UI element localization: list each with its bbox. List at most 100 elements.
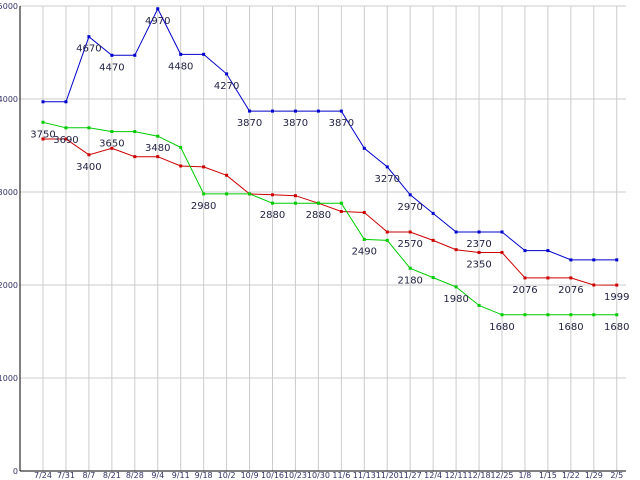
- data-label: 2350: [466, 259, 491, 270]
- data-label: 3690: [53, 135, 78, 146]
- x-tick-label: 8/7: [82, 471, 95, 480]
- data-point: [500, 250, 504, 254]
- x-tick-label: 7/31: [57, 471, 75, 480]
- data-point: [408, 230, 412, 234]
- data-point: [202, 52, 206, 56]
- x-tick-label: 10/9: [241, 471, 259, 480]
- data-label: 3400: [76, 162, 101, 173]
- data-point: [500, 230, 504, 234]
- data-point: [454, 285, 458, 289]
- data-label: 2490: [352, 246, 377, 257]
- data-point: [202, 192, 206, 196]
- x-tick-label: 10/2: [218, 471, 236, 480]
- data-point: [87, 126, 91, 130]
- data-point: [385, 230, 389, 234]
- series-1: 4670 4470 4970 4480 4270 3870 3870 3870 3270 2970…: [41, 7, 619, 262]
- x-tick-label: 1/15: [539, 471, 557, 480]
- data-point: [339, 201, 343, 205]
- data-label: 2970: [397, 202, 422, 213]
- data-label: 3650: [99, 139, 124, 150]
- data-label: 2180: [397, 275, 422, 286]
- data-label: 4670: [76, 44, 101, 55]
- data-point: [41, 120, 45, 124]
- data-point: [179, 164, 183, 168]
- data-label: 1680: [558, 322, 583, 333]
- data-point: [133, 130, 137, 134]
- y-tick-label: 0: [13, 467, 18, 476]
- y-tick-label: 3000: [0, 188, 18, 197]
- data-point: [523, 249, 527, 253]
- data-point: [293, 109, 297, 113]
- x-tick-label: 12/4: [424, 471, 442, 480]
- x-tick-label: 8/28: [126, 471, 144, 480]
- data-label: 1680: [489, 322, 514, 333]
- data-point: [569, 258, 573, 262]
- x-tick-label: 12/18: [468, 471, 491, 480]
- data-point: [87, 153, 91, 157]
- series-line: [43, 7, 617, 261]
- data-point: [156, 7, 160, 11]
- data-point: [477, 250, 481, 254]
- data-label: 4480: [168, 61, 193, 72]
- data-point: [569, 276, 573, 280]
- data-label: 1999: [604, 292, 629, 303]
- data-point: [592, 258, 596, 262]
- data-point: [431, 211, 435, 215]
- x-tick-label: 1/22: [562, 471, 580, 480]
- data-label: 2880: [306, 210, 331, 221]
- data-point: [592, 313, 596, 317]
- data-point: [225, 192, 229, 196]
- data-point: [408, 266, 412, 270]
- x-tick-label: 9/18: [195, 471, 213, 480]
- data-point: [293, 194, 297, 198]
- x-tick-label: 7/24: [34, 471, 52, 480]
- x-tick-label: 1/29: [585, 471, 603, 480]
- data-point: [385, 238, 389, 242]
- data-label: 3270: [375, 174, 400, 185]
- data-label: 2570: [397, 239, 422, 250]
- data-label: 4470: [99, 62, 124, 73]
- data-point: [110, 130, 114, 134]
- data-label: 4970: [145, 16, 170, 27]
- data-point: [523, 313, 527, 317]
- series-2: 3400 2570 2350 2076 2076 1999: [41, 137, 629, 303]
- data-point: [110, 146, 114, 150]
- data-point: [64, 100, 68, 104]
- data-label: 2880: [260, 210, 285, 221]
- data-label: 2370: [466, 239, 491, 250]
- data-point: [431, 238, 435, 242]
- x-tick-label: 8/21: [103, 471, 121, 480]
- data-point: [339, 109, 343, 113]
- data-point: [615, 283, 619, 287]
- data-point: [87, 35, 91, 39]
- data-label: 3870: [329, 118, 354, 129]
- data-point: [202, 165, 206, 169]
- data-point: [592, 283, 596, 287]
- series-line: [42, 121, 617, 316]
- data-label: 1680: [604, 322, 629, 333]
- x-tick-label: 9/4: [151, 471, 164, 480]
- y-tick-label: 5000: [0, 2, 18, 11]
- data-point: [523, 276, 527, 280]
- data-point: [271, 201, 274, 205]
- data-point: [454, 248, 458, 252]
- x-tick-label: 11/27: [399, 471, 422, 480]
- data-label: 3870: [283, 118, 308, 129]
- y-tick-label: 2000: [0, 281, 18, 290]
- data-point: [385, 165, 389, 169]
- data-point: [316, 201, 320, 205]
- x-tick-label: 11/6: [332, 471, 350, 480]
- data-point: [546, 276, 550, 280]
- data-point: [454, 230, 458, 234]
- x-tick-label: 12/25: [490, 471, 513, 480]
- data-point: [477, 230, 481, 234]
- x-tick-label: 11/20: [376, 471, 399, 480]
- series-line: [43, 138, 617, 286]
- data-point: [64, 137, 68, 141]
- y-tick-label: 1000: [0, 374, 18, 383]
- data-label: 3870: [237, 118, 262, 129]
- data-point: [615, 258, 619, 262]
- data-label: 2076: [512, 285, 537, 296]
- data-point: [408, 193, 412, 197]
